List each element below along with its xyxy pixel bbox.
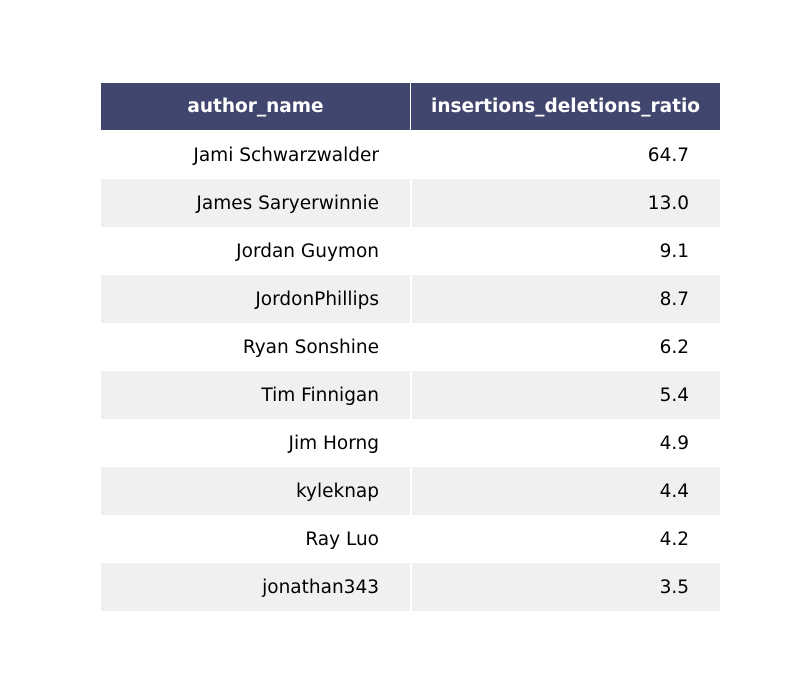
table-row: jonathan343 3.5 — [101, 563, 720, 611]
ratio-cell: 13.0 — [410, 179, 720, 227]
author-name-cell: Jim Horng — [101, 419, 410, 467]
author-name-cell: Jordan Guymon — [101, 227, 410, 275]
data-table: author_name insertions_deletions_ratio J… — [101, 83, 720, 611]
table-row: Jordan Guymon 9.1 — [101, 227, 720, 275]
ratio-cell: 9.1 — [410, 227, 720, 275]
table-row: JordonPhillips 8.7 — [101, 275, 720, 323]
author-name-cell: James Saryerwinnie — [101, 179, 410, 227]
ratio-cell: 3.5 — [410, 563, 720, 611]
table-row: Jim Horng 4.9 — [101, 419, 720, 467]
author-name-cell: Jami Schwarzwalder — [101, 131, 410, 179]
ratio-cell: 5.4 — [410, 371, 720, 419]
ratio-cell: 4.9 — [410, 419, 720, 467]
author-name-cell: kyleknap — [101, 467, 410, 515]
column-header-insertions-deletions-ratio: insertions_deletions_ratio — [410, 83, 720, 130]
column-header-author-name: author_name — [101, 83, 410, 130]
table-row: Ray Luo 4.2 — [101, 515, 720, 563]
author-name-cell: jonathan343 — [101, 563, 410, 611]
author-name-cell: JordonPhillips — [101, 275, 410, 323]
table-row: James Saryerwinnie 13.0 — [101, 179, 720, 227]
ratio-cell: 8.7 — [410, 275, 720, 323]
author-name-cell: Ray Luo — [101, 515, 410, 563]
author-name-cell: Tim Finnigan — [101, 371, 410, 419]
table-row: Ryan Sonshine 6.2 — [101, 323, 720, 371]
table-row: Jami Schwarzwalder 64.7 — [101, 131, 720, 179]
author-name-cell: Ryan Sonshine — [101, 323, 410, 371]
table-row: Tim Finnigan 5.4 — [101, 371, 720, 419]
table-header-row: author_name insertions_deletions_ratio — [101, 83, 720, 130]
table-body: Jami Schwarzwalder 64.7 James Saryerwinnie… — [101, 131, 720, 611]
ratio-cell: 6.2 — [410, 323, 720, 371]
ratio-cell: 4.2 — [410, 515, 720, 563]
ratio-cell: 4.4 — [410, 467, 720, 515]
ratio-cell: 64.7 — [410, 131, 720, 179]
table-row: kyleknap 4.4 — [101, 467, 720, 515]
header-divider — [101, 130, 720, 131]
